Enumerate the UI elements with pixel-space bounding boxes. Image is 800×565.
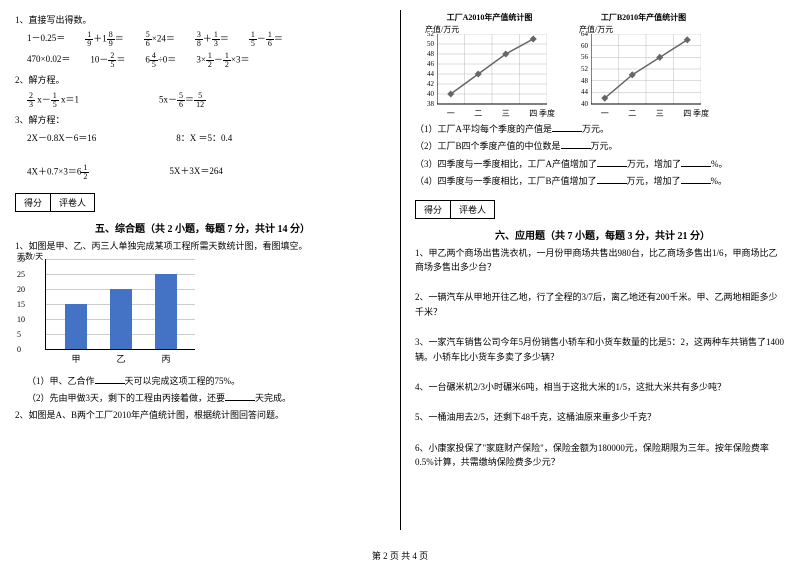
chart-q2: （2）工厂B四个季度产值的中位数是万元。: [415, 139, 785, 153]
column-divider: [400, 10, 401, 530]
q2-title: 2、解方程。: [15, 73, 385, 87]
bar-chart: 天数/天051015202530甲乙丙: [45, 259, 215, 369]
q3-title: 3、解方程：: [15, 113, 385, 127]
left-column: 1、直接写出得数。 1－0.25＝ 19＋189＝ 56×24＝ 38＋13＝ 15－1…: [0, 0, 400, 540]
equation: 19＋189＝: [85, 31, 124, 48]
equation: 3×12－12×3＝: [196, 52, 249, 69]
q6-4: 4、一台碾米机2/3小时碾米6吨，相当于这批大米的1/5，这批大米共有多少吨？: [415, 380, 785, 394]
equation: 645÷0＝: [145, 52, 176, 69]
page-footer: 第 2 页 共 4 页: [0, 549, 800, 562]
equation: 1－0.25＝: [27, 31, 65, 48]
q2-rows: 23 x－15 x＝1 5x－56＝512: [15, 92, 385, 109]
equation: 470×0.02＝: [27, 52, 70, 69]
chart-b: 工厂B2010年产值统计图产值/万元40444852566064一二三四季度: [571, 12, 716, 117]
q1-title: 1、直接写出得数。: [15, 13, 385, 27]
chart-a: 工厂A2010年产值统计图产值/万元3840424446485052一二三四季度: [417, 12, 562, 117]
chart-q4: （4）四季度与一季度相比，工厂B产值增加了万元，增加了%。: [415, 174, 785, 188]
q6-3: 3、一家汽车销售公司今年5月份销售小轿车和小货车数量的比是5：2，这两种车共销售…: [415, 335, 785, 364]
chart-q3: （3）四季度与一季度相比，工厂A产值增加了万元，增加了%。: [415, 157, 785, 171]
equation: 8：X ＝5：0.4: [176, 131, 232, 144]
equation: 10－25＝: [90, 52, 125, 69]
equation: 2X－0.8X－6＝16: [27, 131, 96, 144]
equation: 56×24＝: [144, 31, 175, 48]
equation: 5x－56＝512: [159, 92, 206, 109]
score-box-5: 得分 评卷人: [15, 193, 95, 212]
equation: 23 x－15 x＝1: [27, 92, 79, 109]
q5-1: 1、如图是甲、乙、丙三人单独完成某项工程所需天数统计图，看图填空。: [15, 239, 385, 253]
q6-6: 6、小康家投保了"家庭财产保险"，保险金额为180000元，保险期限为三年。按年…: [415, 441, 785, 470]
section6-title: 六、应用题（共 7 小题，每题 3 分，共计 21 分）: [415, 227, 785, 242]
chart-q1: （1）工厂A平均每个季度的产值是万元。: [415, 122, 785, 136]
q5-1b: （2）先由甲做3天，剩下的工程由丙接着做，还要天完成。: [15, 391, 385, 405]
q1-rows: 1－0.25＝ 19＋189＝ 56×24＝ 38＋13＝ 15－16＝ 470×0.02…: [15, 31, 385, 69]
q3-rows: 2X－0.8X－6＝16 8：X ＝5：0.4 4X＋0.7×3＝612 5X＋3X＝…: [15, 131, 385, 181]
q5-1a: （1）甲、乙合作天可以完成这项工程的75%。: [15, 374, 385, 388]
equation: 38＋13＝: [195, 31, 229, 48]
charts-row: 工厂A2010年产值统计图产值/万元3840424446485052一二三四季度…: [415, 10, 785, 119]
section5-title: 五、综合题（共 2 小题，每题 7 分，共计 14 分）: [15, 220, 385, 235]
right-column: 工厂A2010年产值统计图产值/万元3840424446485052一二三四季度…: [400, 0, 800, 540]
score-box-6: 得分 评卷人: [415, 200, 495, 219]
equation: 4X＋0.7×3＝612: [27, 164, 89, 181]
q5-2: 2、如图是A、B两个工厂2010年产值统计图，根据统计图回答问题。: [15, 408, 385, 422]
q6-2: 2、一辆汽车从甲地开往乙地，行了全程的3/7后，离乙地还有200千米。甲、乙两地…: [415, 290, 785, 319]
q6-5: 5、一桶油用去2/5，还剩下48千克，这桶油原来重多少千克？: [415, 410, 785, 424]
equation: 15－16＝: [249, 31, 283, 48]
equation: 5X＋3X＝264: [169, 164, 223, 181]
q6-1: 1、甲乙两个商场出售洗衣机，一月份甲商场共售出980台，比乙商场多售出1/6，甲…: [415, 246, 785, 275]
